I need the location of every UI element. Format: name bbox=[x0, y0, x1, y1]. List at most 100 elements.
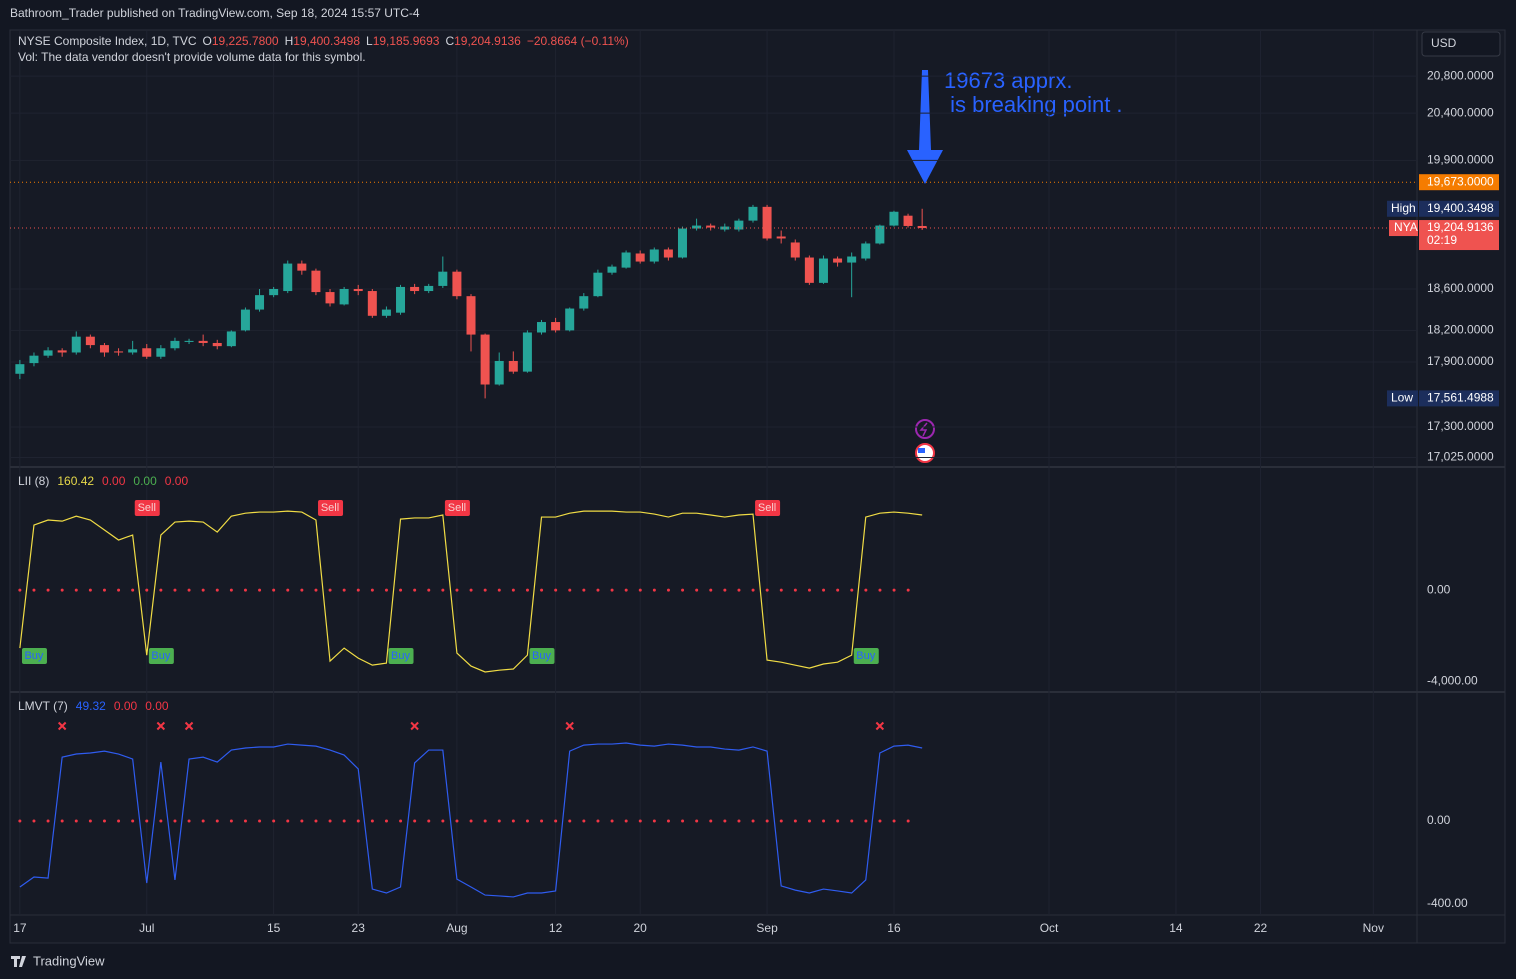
signal-box bbox=[444, 500, 470, 516]
candle-body bbox=[184, 340, 194, 342]
x-tick-label: Oct bbox=[1040, 921, 1059, 935]
high-value-box bbox=[1419, 200, 1499, 217]
low-value-box bbox=[1419, 390, 1499, 407]
candle-body bbox=[833, 258, 843, 263]
candle-body bbox=[494, 360, 504, 385]
candle-body bbox=[142, 348, 152, 357]
candle-body bbox=[198, 340, 208, 343]
high-value: 19,400.3498 bbox=[1427, 201, 1494, 215]
candle-body bbox=[621, 252, 631, 268]
y-tick-label: 20,400.0000 bbox=[1427, 105, 1494, 119]
candle-body bbox=[325, 292, 335, 304]
candle-body bbox=[85, 336, 95, 346]
candle-body bbox=[522, 332, 532, 372]
candle-body bbox=[635, 253, 645, 262]
candle-body bbox=[114, 351, 124, 353]
symbol-box bbox=[1389, 220, 1418, 237]
candle-body bbox=[283, 263, 293, 292]
candle-body bbox=[226, 331, 236, 347]
candle-body bbox=[551, 322, 561, 331]
x-tick-label: Nov bbox=[1363, 921, 1384, 935]
y-tick-label: 18,600.0000 bbox=[1427, 281, 1494, 295]
annotation: 19673 apprx. bbox=[944, 68, 1072, 93]
legend-item: LMVT (7) bbox=[18, 699, 68, 713]
candle-body bbox=[804, 257, 814, 283]
candle-body bbox=[424, 285, 434, 292]
signal-label: Sell bbox=[448, 502, 466, 514]
candle-body bbox=[706, 225, 716, 228]
x-tick-label: 23 bbox=[352, 921, 366, 935]
candle-body bbox=[889, 211, 899, 226]
legend-item: NYSE Composite Index, 1D, TVC bbox=[18, 34, 197, 48]
alert-label: 19,673.0000 bbox=[1427, 174, 1494, 188]
candle-body bbox=[57, 350, 67, 353]
signal-box bbox=[21, 648, 47, 664]
y-tick-label: 0.00 bbox=[1427, 813, 1451, 827]
event-icon[interactable] bbox=[915, 419, 935, 439]
signal-box bbox=[755, 500, 781, 516]
signal-box bbox=[853, 648, 879, 664]
candle-body bbox=[607, 266, 617, 273]
cross-marker bbox=[410, 721, 419, 731]
candle-body bbox=[480, 334, 490, 385]
x-tick-label: Sep bbox=[756, 921, 778, 935]
alert-label-box bbox=[1419, 174, 1499, 191]
low-name: Low bbox=[1391, 391, 1413, 405]
cross-marker bbox=[156, 721, 166, 731]
candle-body bbox=[818, 258, 828, 283]
candle-body bbox=[903, 215, 913, 226]
candle-body bbox=[15, 364, 25, 374]
y-tick-label: 17,025.0000 bbox=[1427, 450, 1494, 464]
candle-body bbox=[156, 348, 166, 357]
candle-body bbox=[508, 360, 518, 372]
candle-body bbox=[128, 349, 138, 353]
legend-item: 160.42 bbox=[57, 474, 94, 488]
signal-label: Buy bbox=[24, 650, 43, 662]
signal-box bbox=[388, 648, 414, 664]
x-tick-label: 20 bbox=[634, 921, 648, 935]
legend-item: 0.00 bbox=[133, 474, 157, 488]
candle-body bbox=[311, 270, 321, 293]
legend: NYSE Composite Index, 1D, TVC O19,225.780… bbox=[18, 34, 629, 48]
candle-body bbox=[847, 256, 857, 263]
last-price: 19,204.9136 bbox=[1427, 220, 1494, 234]
candle-body bbox=[212, 342, 222, 347]
signal-box bbox=[134, 500, 160, 516]
signal-label: Buy bbox=[151, 650, 170, 662]
candle-body bbox=[875, 225, 885, 244]
signal-label: Buy bbox=[532, 650, 551, 662]
legend-item: LII (8) bbox=[18, 474, 49, 488]
candle-body bbox=[170, 340, 180, 349]
legend-item: 49.32 bbox=[76, 699, 106, 713]
cross-marker bbox=[565, 721, 574, 731]
candle-body bbox=[297, 263, 307, 271]
candle-body bbox=[452, 271, 462, 297]
candle-body bbox=[663, 249, 673, 258]
legend-item: 0.00 bbox=[102, 474, 126, 488]
candle-body bbox=[593, 272, 603, 297]
x-tick-label: 16 bbox=[887, 921, 901, 935]
last-price-box bbox=[1419, 220, 1499, 251]
y-tick-label: -4,000.00 bbox=[1427, 673, 1478, 687]
x-tick-label: 17 bbox=[13, 921, 27, 935]
legend-item: O bbox=[203, 34, 212, 48]
x-tick-label: 14 bbox=[1169, 921, 1183, 935]
publisher: Bathroom_Trader published on TradingView… bbox=[10, 6, 420, 20]
signal-box bbox=[318, 500, 344, 516]
signal-label: Buy bbox=[391, 650, 410, 662]
brand: TradingView bbox=[33, 953, 105, 968]
currency-button[interactable] bbox=[1421, 31, 1501, 57]
y-tick-label: 0.00 bbox=[1427, 582, 1451, 596]
candle-body bbox=[692, 225, 702, 229]
currency[interactable]: USD bbox=[1431, 36, 1457, 50]
cross-marker bbox=[184, 721, 194, 731]
candle-body bbox=[790, 242, 800, 258]
signal-label: Sell bbox=[138, 502, 156, 514]
countdown: 02:19 bbox=[1427, 233, 1457, 247]
legend-item: 19,185.9693 bbox=[373, 34, 440, 48]
high-name-box bbox=[1387, 200, 1418, 217]
signal-label: Sell bbox=[758, 502, 776, 514]
signal-box bbox=[148, 648, 174, 664]
candle-body bbox=[776, 236, 786, 239]
annotation-arrow bbox=[907, 70, 943, 184]
